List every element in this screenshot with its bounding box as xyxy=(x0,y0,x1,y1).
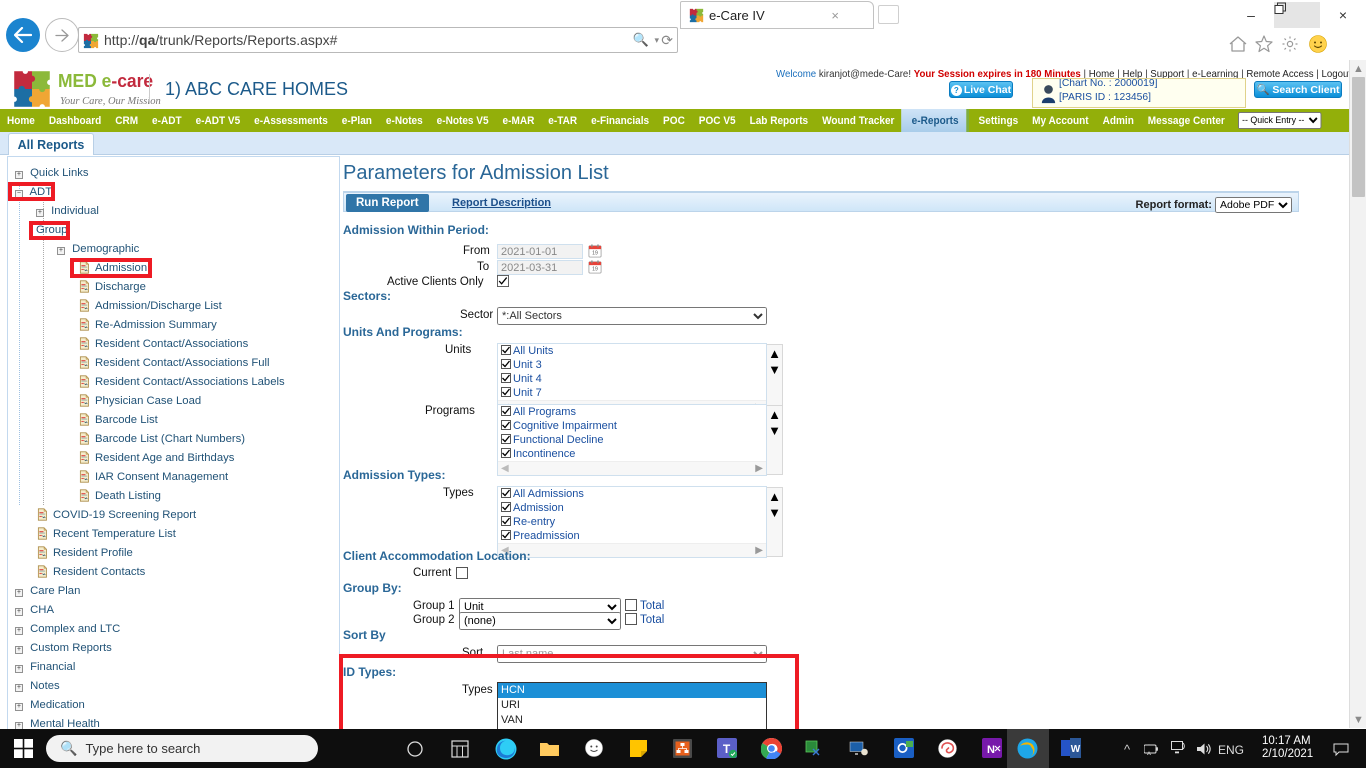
svg-text:19: 19 xyxy=(592,251,598,257)
svg-text:N: N xyxy=(987,744,995,756)
svg-text:W: W xyxy=(1071,744,1081,755)
svg-text:19: 19 xyxy=(592,267,598,273)
